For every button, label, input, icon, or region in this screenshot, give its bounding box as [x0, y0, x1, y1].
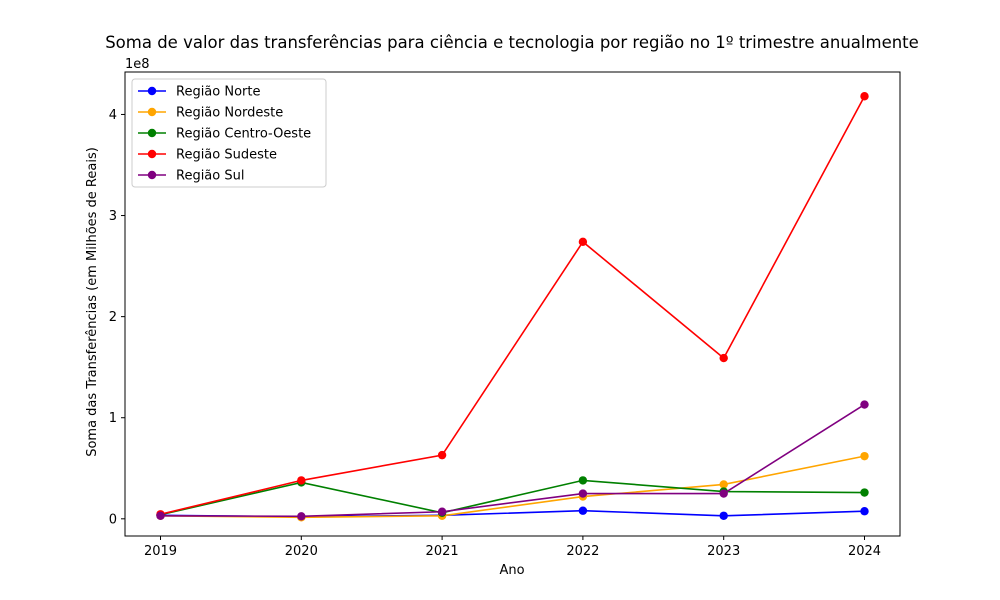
x-tick-label: 2021	[426, 544, 459, 559]
plot-area	[156, 92, 869, 522]
series-line-regiao-sudeste	[160, 95, 866, 516]
data-point-regiao-sul	[719, 489, 728, 498]
legend-marker	[147, 149, 157, 159]
data-point-regiao-sudeste	[297, 476, 306, 485]
data-point-regiao-sudeste	[578, 237, 588, 247]
data-point-regiao-centro-oeste	[860, 488, 869, 497]
y-tick-label: 0	[109, 512, 117, 527]
y-axis-offset-label: 1e8	[125, 57, 150, 72]
data-point-regiao-norte	[578, 506, 588, 515]
data-point-regiao-sul	[578, 489, 588, 498]
x-tick-label: 2023	[707, 544, 740, 559]
plot-frame	[124, 71, 901, 537]
x-tick-label: 2019	[144, 544, 177, 559]
legend-box	[131, 78, 327, 188]
data-point-regiao-sudeste	[719, 353, 728, 363]
data-point-regiao-norte	[860, 507, 869, 516]
data-point-regiao-sul	[860, 400, 869, 409]
legend-marker	[147, 86, 157, 96]
legend-label: Região Centro-Oeste	[176, 127, 311, 142]
data-point-regiao-nordeste	[719, 480, 728, 489]
y-axis-label: Soma das Transferências (em Milhões de R…	[85, 147, 100, 457]
data-point-regiao-sudeste	[437, 450, 447, 460]
x-tick-label: 2022	[566, 544, 599, 559]
chart-title: Soma de valor das transferências para ci…	[105, 33, 919, 52]
series-line-regiao-nordeste	[160, 455, 865, 519]
data-point-regiao-centro-oeste	[578, 476, 588, 485]
legend-label: Região Sul	[176, 169, 244, 184]
legend-marker	[147, 128, 157, 138]
data-point-regiao-sul	[437, 507, 447, 516]
data-point-regiao-sudeste	[860, 92, 869, 101]
data-point-regiao-sul	[156, 511, 165, 520]
data-point-regiao-sul	[297, 512, 306, 521]
y-tick-label: 4	[109, 108, 117, 123]
y-tick-label: 3	[109, 209, 117, 224]
x-tick-label: 2024	[848, 544, 881, 559]
data-point-regiao-norte	[719, 511, 728, 520]
legend-marker	[147, 170, 157, 180]
x-axis-label: Ano	[499, 563, 524, 578]
legend-label: Região Nordeste	[176, 106, 283, 121]
legend: Região Norte Região Nordeste Região Centro…	[131, 78, 327, 188]
y-tick-label: 2	[109, 310, 117, 325]
legend-label: Região Sudeste	[176, 148, 277, 163]
legend-label: Região Norte	[176, 85, 260, 100]
y-tick-label: 1	[109, 411, 117, 426]
data-point-regiao-nordeste	[860, 451, 869, 461]
series-line-regiao-centro-oeste	[160, 479, 865, 516]
x-tick-label: 2020	[285, 544, 318, 559]
series-line-regiao-sul	[160, 403, 865, 518]
legend-marker	[147, 107, 157, 117]
axes: 2019 2020 2021 2022 2023 2024 0 1 2 3 4	[109, 71, 901, 559]
